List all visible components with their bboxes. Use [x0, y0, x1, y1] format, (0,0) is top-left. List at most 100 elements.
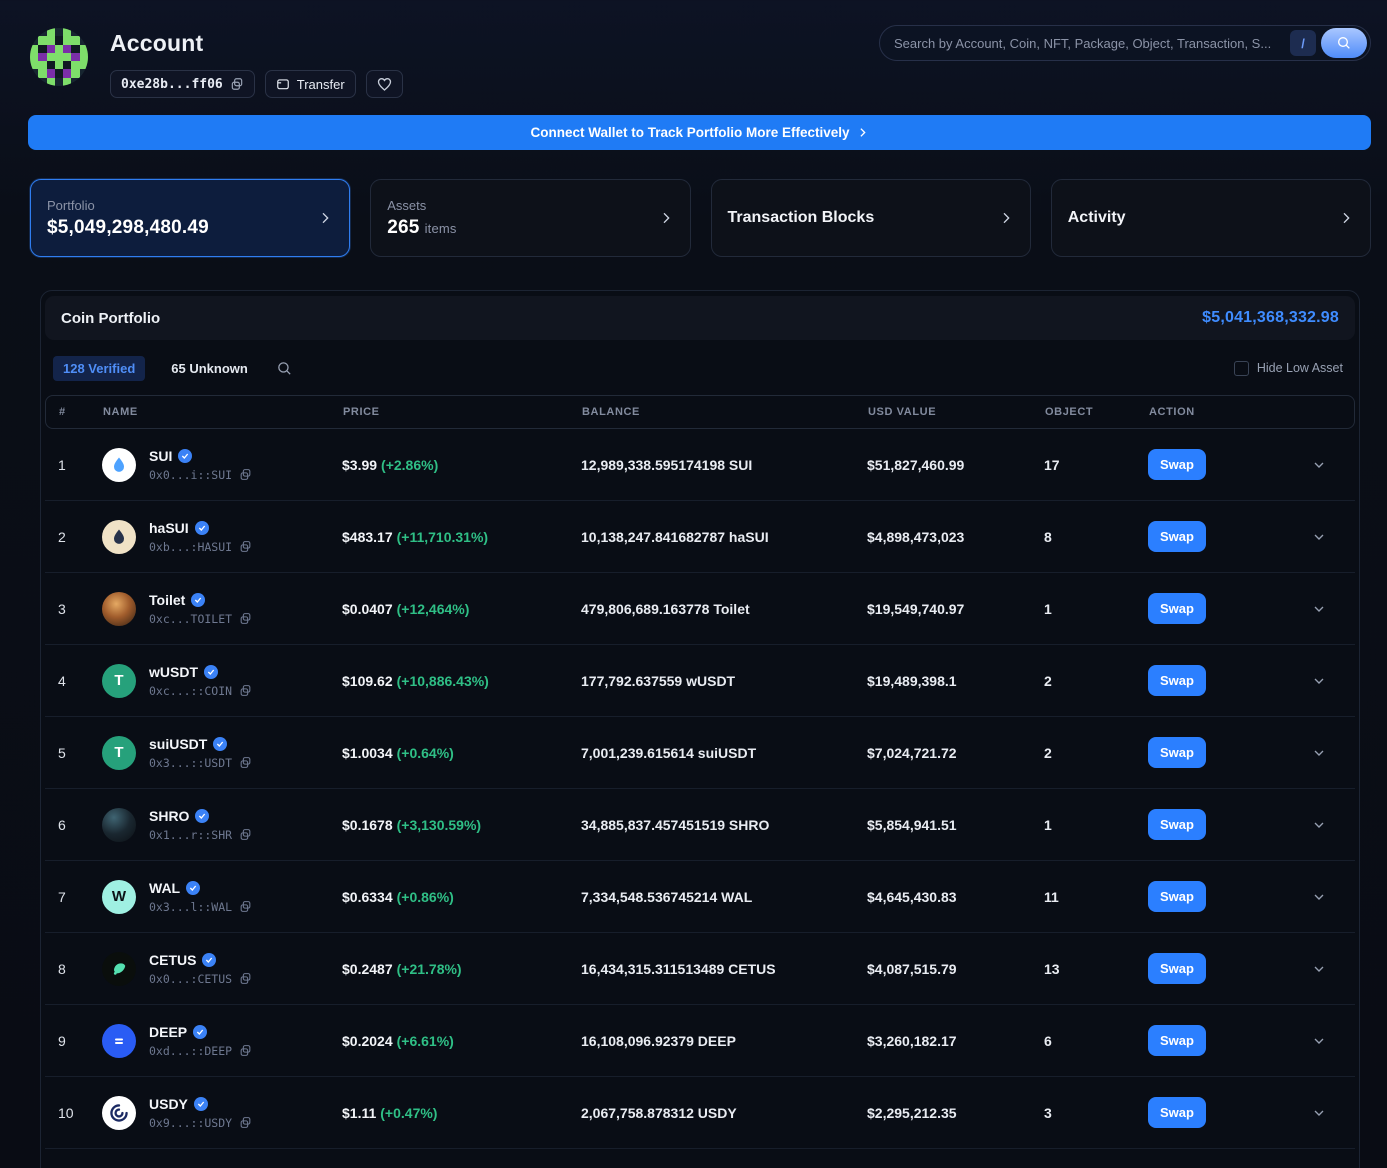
coin-price: $3.99 — [342, 457, 377, 473]
coin-name[interactable]: haSUI — [149, 520, 189, 536]
swap-button[interactable]: Swap — [1148, 881, 1206, 912]
activity-label: Activity — [1068, 209, 1126, 227]
portfolio-label: Portfolio — [47, 198, 209, 213]
card-assets[interactable]: Assets 265items — [370, 179, 690, 257]
swap-button[interactable]: Swap — [1148, 521, 1206, 552]
coin-balance: 7,001,239.615614 suiUSDT — [568, 745, 854, 761]
chevron-down-icon[interactable] — [1311, 673, 1355, 689]
search-shortcut-key: / — [1290, 30, 1316, 56]
portfolio-value: $5,049,298,480.49 — [47, 217, 209, 239]
copy-address-icon[interactable] — [239, 900, 252, 913]
chevron-right-icon — [998, 210, 1014, 226]
coin-price-change: (+10,886.43%) — [397, 673, 489, 689]
chevron-down-icon[interactable] — [1311, 745, 1355, 761]
favorite-button[interactable] — [366, 70, 403, 98]
copy-address-icon[interactable] — [239, 828, 252, 841]
table-row: 4 T wUSDT 0xc...::COIN $109.62(+1 — [45, 645, 1355, 717]
chevron-down-icon[interactable] — [1311, 601, 1355, 617]
coin-price-change: (+6.61%) — [397, 1033, 454, 1049]
copy-address-icon[interactable] — [239, 540, 252, 553]
coin-price: $483.17 — [342, 529, 393, 545]
tab-verified[interactable]: 128 Verified — [53, 356, 145, 381]
coin-name[interactable]: SUI — [149, 448, 172, 464]
copy-address-icon[interactable] — [239, 684, 252, 697]
coin-price: $109.62 — [342, 673, 393, 689]
swap-button[interactable]: Swap — [1148, 665, 1206, 696]
card-transaction-blocks[interactable]: Transaction Blocks — [711, 179, 1031, 257]
coin-price-change: (+0.86%) — [397, 889, 454, 905]
coin-rank: 4 — [45, 673, 89, 689]
account-address-chip[interactable]: 0xe28b...ff06 — [110, 70, 255, 98]
coin-rank: 7 — [45, 889, 89, 905]
card-portfolio[interactable]: Portfolio $5,049,298,480.49 — [30, 179, 350, 257]
coin-address: 0xc...::COIN — [149, 684, 232, 698]
coin-name[interactable]: suiUSDT — [149, 736, 207, 752]
coin-rank: 9 — [45, 1033, 89, 1049]
chevron-down-icon[interactable] — [1311, 529, 1355, 545]
coin-table-body: 1 SUI 0x0...i::SUI $3.99(+2.86%) — [45, 429, 1355, 1149]
coin-portfolio-header: Coin Portfolio $5,041,368,332.98 — [45, 296, 1355, 340]
coin-usd-value: $3,260,182.17 — [854, 1033, 1031, 1049]
copy-address-icon[interactable] — [239, 612, 252, 625]
coin-object-count: 1 — [1031, 601, 1135, 617]
copy-address-icon[interactable] — [239, 1116, 252, 1129]
coin-name[interactable]: Toilet — [149, 592, 185, 608]
chevron-down-icon[interactable] — [1311, 817, 1355, 833]
assets-suffix: items — [425, 221, 457, 236]
coin-address: 0x3...l::WAL — [149, 900, 232, 914]
coin-object-count: 2 — [1031, 745, 1135, 761]
copy-address-icon[interactable] — [230, 77, 244, 91]
copy-address-icon[interactable] — [239, 1044, 252, 1057]
swap-button[interactable]: Swap — [1148, 449, 1206, 480]
copy-address-icon[interactable] — [239, 972, 252, 985]
verified-badge-icon — [195, 809, 209, 823]
swap-button[interactable]: Swap — [1148, 1097, 1206, 1128]
swap-button[interactable]: Swap — [1148, 737, 1206, 768]
chevron-down-icon[interactable] — [1311, 457, 1355, 473]
assets-label: Assets — [387, 198, 456, 213]
coin-usd-value: $4,645,430.83 — [854, 889, 1031, 905]
coin-rank: 2 — [45, 529, 89, 545]
coin-name[interactable]: DEEP — [149, 1024, 187, 1040]
chevron-down-icon[interactable] — [1311, 1105, 1355, 1121]
coin-price: $0.6334 — [342, 889, 393, 905]
transfer-label: Transfer — [297, 77, 345, 92]
coin-search-icon[interactable] — [276, 360, 293, 377]
search-button[interactable] — [1321, 28, 1367, 58]
chevron-right-icon — [1338, 210, 1354, 226]
coin-name[interactable]: CETUS — [149, 952, 196, 968]
coin-address: 0x0...:CETUS — [149, 972, 232, 986]
connect-wallet-banner[interactable]: Connect Wallet to Track Portfolio More E… — [28, 115, 1371, 150]
copy-address-icon[interactable] — [239, 468, 252, 481]
swap-button[interactable]: Swap — [1148, 953, 1206, 984]
coin-name[interactable]: WAL — [149, 880, 180, 896]
verified-badge-icon — [193, 1025, 207, 1039]
coin-address: 0xc...TOILET — [149, 612, 232, 626]
transfer-button[interactable]: Transfer — [265, 70, 356, 98]
coin-name[interactable]: USDY — [149, 1096, 188, 1112]
coin-balance: 177,792.637559 wUSDT — [568, 673, 854, 689]
table-header: # NAME PRICE BALANCE USD VALUE OBJECT AC… — [45, 395, 1355, 429]
coin-name[interactable]: SHRO — [149, 808, 189, 824]
verified-badge-icon — [204, 665, 218, 679]
card-activity[interactable]: Activity — [1051, 179, 1371, 257]
swap-button[interactable]: Swap — [1148, 593, 1206, 624]
coin-balance: 7,334,548.536745214 WAL — [568, 889, 854, 905]
coin-address: 0xb...:HASUI — [149, 540, 232, 554]
swap-button[interactable]: Swap — [1148, 1025, 1206, 1056]
page-header: Account 0xe28b...ff06 Transfer — [0, 0, 1387, 110]
chevron-down-icon[interactable] — [1311, 889, 1355, 905]
hide-low-asset-checkbox[interactable] — [1234, 361, 1249, 376]
coin-price-change: (+0.64%) — [397, 745, 454, 761]
swap-button[interactable]: Swap — [1148, 809, 1206, 840]
copy-address-icon[interactable] — [239, 756, 252, 769]
tab-unknown[interactable]: 65 Unknown — [171, 361, 248, 376]
coin-address: 0x9...::USDY — [149, 1116, 232, 1130]
search-input[interactable] — [894, 36, 1290, 51]
chevron-down-icon[interactable] — [1311, 961, 1355, 977]
coin-name[interactable]: wUSDT — [149, 664, 198, 680]
wallet-icon — [276, 77, 290, 91]
coin-price-change: (+0.47%) — [380, 1105, 437, 1121]
verified-badge-icon — [194, 1097, 208, 1111]
chevron-down-icon[interactable] — [1311, 1033, 1355, 1049]
